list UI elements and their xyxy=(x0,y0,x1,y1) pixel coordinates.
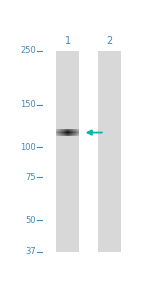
Bar xyxy=(70,129,71,136)
Text: 2: 2 xyxy=(106,36,112,47)
Bar xyxy=(69,129,70,136)
Bar xyxy=(77,129,78,136)
Bar xyxy=(57,129,58,136)
Bar xyxy=(65,129,66,136)
Text: 37: 37 xyxy=(26,247,36,256)
Text: 75: 75 xyxy=(26,173,36,182)
Bar xyxy=(73,129,74,136)
Text: 100: 100 xyxy=(20,143,36,152)
Bar xyxy=(75,129,76,136)
Bar xyxy=(66,129,67,136)
Text: 250: 250 xyxy=(20,47,36,55)
Bar xyxy=(68,129,69,136)
Bar xyxy=(61,129,62,136)
Bar xyxy=(56,129,57,136)
Bar xyxy=(58,129,59,136)
Bar xyxy=(78,129,79,136)
Bar xyxy=(63,129,64,136)
Bar xyxy=(60,129,61,136)
Bar xyxy=(74,129,75,136)
Text: 50: 50 xyxy=(26,216,36,225)
Bar xyxy=(56,51,79,252)
Bar xyxy=(72,129,73,136)
Bar xyxy=(98,51,121,252)
Text: 150: 150 xyxy=(20,100,36,109)
Bar xyxy=(67,129,68,136)
Bar xyxy=(76,129,77,136)
Text: 1: 1 xyxy=(64,36,71,47)
Bar xyxy=(62,129,63,136)
Bar xyxy=(64,129,65,136)
Bar xyxy=(71,129,72,136)
Bar xyxy=(59,129,60,136)
